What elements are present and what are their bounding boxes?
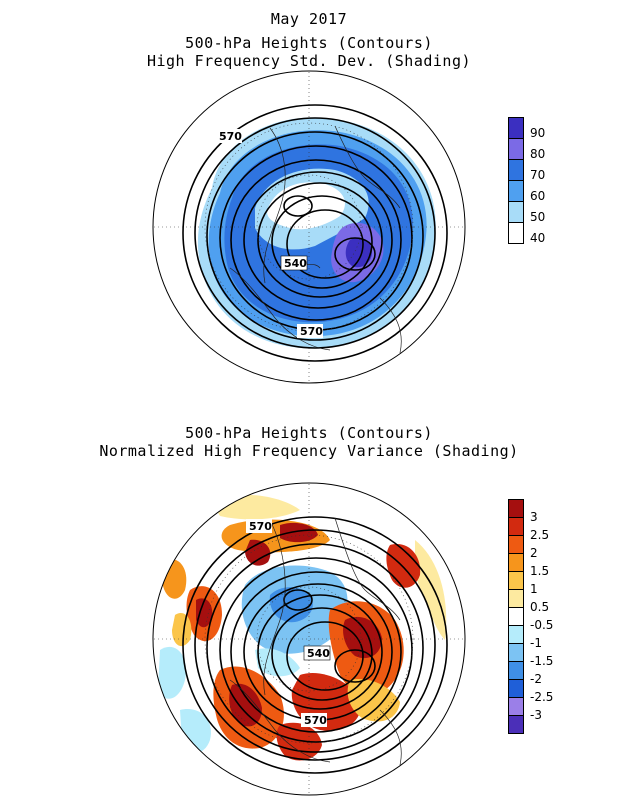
top-colorbar-label: 70 [530,168,546,182]
top-colorbar-label: 60 [530,189,546,203]
top-contour-label-540: 540 [280,255,307,271]
bottom-colorbar-label: 3 [530,510,538,524]
bottom-map-title-shading: Normalized High Frequency Variance (Shad… [99,442,519,460]
bottom-colorbar-cell [508,697,524,716]
bottom-colorbar-label: 1 [530,582,538,596]
bottom-map-title-contours: 500-hPa Heights (Contours) [185,424,433,442]
bottom-contour-label-570-south: 570 [301,713,327,727]
bottom-colorbar-label: -1 [530,636,542,650]
bottom-colorbar-cell [508,535,524,554]
top-map-title-shading: High Frequency Std. Dev. (Shading) [146,52,472,70]
top-map-title-contours: 500-hPa Heights (Contours) [185,34,433,52]
svg-text:540: 540 [284,257,307,270]
variance-light-blue-west [158,646,186,699]
top-colorbar-cell [508,180,524,202]
svg-text:570: 570 [219,130,242,143]
top-colorbar-label: 80 [530,147,546,161]
bottom-polar-map: 570 540 570 [152,482,466,796]
bottom-colorbar-label: -1.5 [530,654,554,668]
variance-yellow-east [415,540,447,640]
bottom-colorbar-cell [508,679,524,698]
bottom-colorbar-cell [508,607,524,626]
svg-text:570: 570 [249,520,272,533]
bottom-colorbar-label: -2 [530,672,542,686]
top-map-title-date: May 2017 [270,10,348,28]
bottom-colorbar-label: 1.5 [530,564,550,578]
bottom-colorbar-label: 0.5 [530,600,550,614]
bottom-colorbar-cell [508,553,524,572]
top-colorbar-cell [508,138,524,160]
bottom-colorbar-label: 2 [530,546,538,560]
variance-pos-northwest [245,539,271,566]
variance-light-center [255,648,300,677]
bottom-colorbar-cell [508,499,524,518]
top-colorbar-label: 50 [530,210,546,224]
top-contour-label-570-south: 570 [297,324,323,338]
bottom-contour-label-540: 540 [303,645,330,661]
top-polar-map: 570 540 570 [152,70,466,384]
bottom-colorbar-label: 2.5 [530,528,550,542]
bottom-colorbar-cell [508,517,524,536]
bottom-colorbar-label: -2.5 [530,690,554,704]
top-colorbar-label: 40 [530,231,546,245]
variance-pos-north-core [280,522,318,543]
top-colorbar-label: 90 [530,126,546,140]
top-contour-label-570-north: 570 [216,129,242,143]
bottom-colorbar-cell [508,571,524,590]
bottom-colorbar-cell [508,589,524,608]
stddev-core-white [267,182,345,230]
svg-text:540: 540 [307,647,330,660]
bottom-contour-label-570-north: 570 [246,519,272,533]
top-colorbar-cell [508,117,524,139]
variance-negative-strong [269,587,313,623]
svg-text:570: 570 [300,325,323,338]
variance-pos-south-core [229,683,262,727]
variance-yellow-west [172,612,192,647]
top-colorbar-cell [508,222,524,244]
bottom-colorbar-label: -0.5 [530,618,554,632]
variance-pos-west-core [196,598,213,628]
bottom-colorbar-cell [508,643,524,662]
stddev-band-90 [345,237,372,268]
bottom-colorbar-label: -3 [530,708,542,722]
bottom-colorbar-cell [508,661,524,680]
top-colorbar-cell [508,201,524,223]
bottom-colorbar-cell [508,715,524,734]
bottom-colorbar-cell [508,625,524,644]
svg-text:570: 570 [304,714,327,727]
top-colorbar-cell [508,159,524,181]
